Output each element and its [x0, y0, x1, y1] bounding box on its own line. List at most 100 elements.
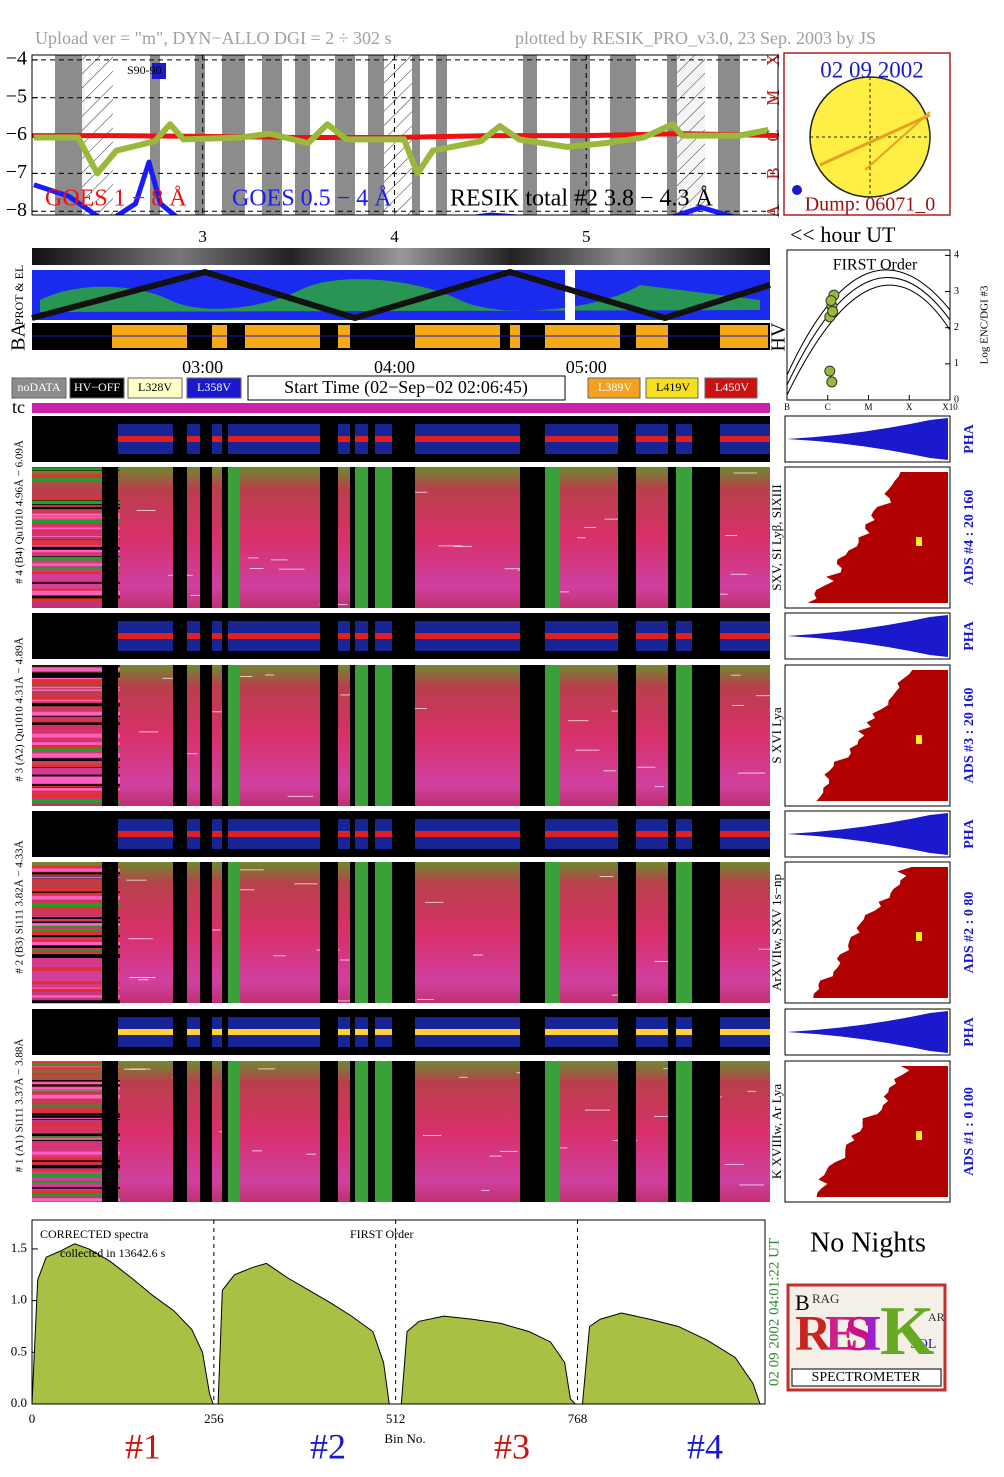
spectrogram-speckle	[653, 1115, 681, 1117]
y2-tick-label: B	[763, 167, 783, 179]
y-tick-label: 1.0	[11, 1292, 27, 1307]
spectrogram-column	[228, 862, 240, 1003]
data-gap	[102, 416, 118, 462]
pha-marker	[916, 1131, 922, 1140]
spectrum-area	[32, 1243, 761, 1404]
pha-big-shape	[813, 867, 948, 998]
spectrogram-stripe	[32, 675, 120, 678]
data-gap	[200, 665, 212, 806]
spectrogram-stripe	[32, 711, 120, 715]
profile-line	[118, 633, 770, 639]
data-gap	[618, 811, 636, 857]
spectrogram-stripe	[32, 1067, 120, 1070]
spectrogram-stripe	[32, 720, 120, 723]
spectrogram-stripe	[32, 1062, 120, 1064]
legend-box	[127, 377, 183, 399]
data-gap	[392, 467, 415, 608]
spectrogram-column	[375, 665, 392, 806]
x-tick-label: 5	[582, 227, 591, 246]
data-gap	[392, 811, 415, 857]
data-gap	[668, 613, 676, 659]
spectrogram-stripe	[32, 1164, 120, 1169]
spectrogram-stripe	[32, 764, 120, 768]
spectrogram-speckle	[637, 766, 656, 768]
logo-letter: S	[845, 1304, 873, 1360]
data-gap	[222, 1061, 228, 1202]
legend-box-label: L389V	[598, 380, 632, 394]
spectrogram-speckle	[235, 869, 264, 871]
spectrogram-stripe	[32, 1109, 120, 1114]
y-tick-label: 0.0	[11, 1395, 27, 1410]
spectrogram-stripe	[32, 1198, 120, 1202]
spectrogram-column	[545, 1061, 560, 1202]
spectrogram-speckle	[138, 979, 149, 981]
legend-box-label: noDATA	[17, 380, 60, 394]
spectrogram-speckle	[604, 518, 628, 520]
spectrogram-stripe	[32, 922, 120, 926]
spectrogram-stripe	[32, 1169, 120, 1172]
spectrogram-speckle	[128, 938, 153, 940]
spectrogram-speckle	[489, 1155, 502, 1157]
exposure-strip	[32, 248, 770, 265]
spectrogram-stripe	[32, 1000, 120, 1004]
data-gap	[222, 467, 228, 608]
spectrogram-stripe	[32, 515, 120, 519]
spectrogram-speckle	[278, 568, 305, 570]
data-gap	[222, 1009, 228, 1055]
spectrogram-stripe	[32, 954, 120, 958]
y-tick-label: −6	[6, 123, 27, 145]
data-gap	[368, 811, 375, 857]
spectrogram-speckle	[560, 591, 569, 593]
spectrogram-speckle	[162, 677, 178, 679]
logo-banner-box	[791, 1368, 942, 1387]
data-gap	[320, 467, 338, 608]
data-gap	[618, 467, 636, 608]
pha-label: PHA	[962, 620, 977, 650]
data-gap	[692, 811, 720, 857]
spectrogram-speckle	[725, 535, 738, 537]
spectrogram-stripe	[32, 539, 120, 543]
data-gap	[392, 1061, 415, 1202]
sun-date: 02 09 2002	[820, 57, 924, 82]
data-gap	[368, 1009, 375, 1055]
y2-tick-label: M	[763, 90, 783, 106]
data-gap	[350, 416, 355, 462]
spectrogram-speckle	[584, 526, 597, 528]
annotation-marker	[152, 63, 166, 79]
orbit-strip	[31, 268, 771, 322]
data-gap	[368, 1061, 375, 1202]
spectrogram-stripe	[32, 966, 120, 971]
spectrogram-column	[355, 665, 368, 806]
data-gap	[368, 665, 375, 806]
y2-tick-label: A	[763, 205, 783, 218]
data-gap	[618, 1009, 636, 1055]
spectrogram-speckle	[568, 720, 589, 722]
y-tick-label: −7	[6, 161, 27, 183]
spectrogram-speckle	[747, 1090, 756, 1092]
pha-marker	[916, 735, 922, 744]
spectrogram-stripe	[32, 781, 120, 784]
spectrogram-column	[676, 665, 692, 806]
spectrogram-stripe	[32, 865, 120, 870]
spectrogram-stripe	[32, 550, 120, 553]
legend-box-label: L358V	[197, 380, 231, 394]
channel-number: #1	[125, 1426, 161, 1466]
data-gap	[173, 1061, 187, 1202]
ads-label: ADS #3 : 20 160	[962, 688, 977, 784]
data-gap	[520, 416, 545, 462]
data-gap	[102, 665, 118, 806]
data-gap	[200, 613, 212, 659]
data-gap	[668, 862, 676, 1003]
ads-label: ADS #2 : 0 80	[962, 892, 977, 974]
spectrogram-stripe	[32, 677, 120, 680]
data-gap	[392, 665, 415, 806]
series-line	[33, 121, 769, 177]
spectrogram-speckle	[335, 1000, 355, 1002]
spectrogram-stripe	[32, 593, 120, 596]
data-gap	[102, 811, 118, 857]
channel-left-label: # 2 (B3) Si111 3.82Å − 4.33Å	[14, 840, 26, 973]
spectrogram-stripe	[32, 556, 120, 561]
spectrogram-column	[676, 467, 692, 608]
logo-letter: I	[862, 1304, 881, 1360]
logo-letter: R	[795, 1304, 832, 1360]
